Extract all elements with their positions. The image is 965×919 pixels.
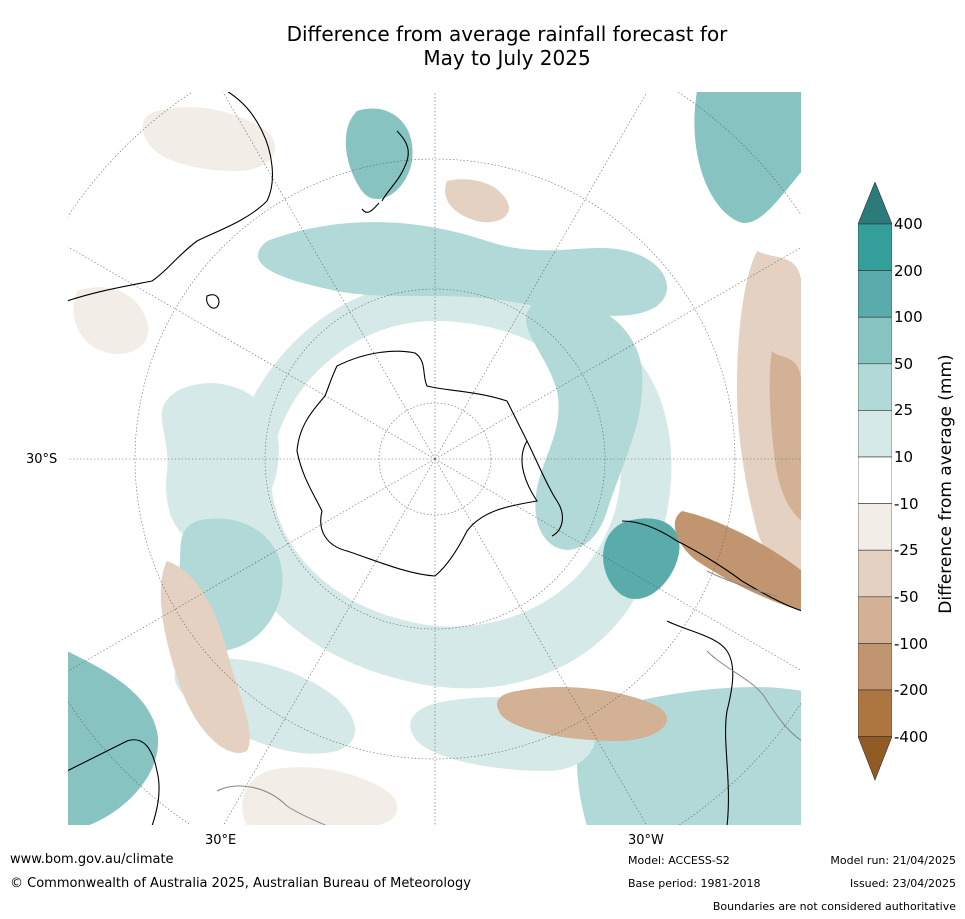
rainfall-map [67, 91, 802, 826]
colorbar-tick: -100 [894, 635, 929, 653]
coastlines [67, 91, 802, 826]
anomaly-fields [67, 91, 802, 826]
dry-northwest [142, 107, 276, 171]
dry-west-patches [73, 287, 149, 355]
colorbar-band-50-100 [858, 316, 892, 365]
map-canvas [67, 91, 802, 826]
longitude-label-west: 30°W [628, 833, 664, 848]
colorbar-tick: -50 [894, 588, 919, 606]
colorbar-band-100-200 [858, 270, 892, 318]
colorbar-cap-bottom [858, 736, 892, 781]
latitude-label: 30°S [26, 452, 58, 467]
colorbar-band-m25-m10 [858, 503, 892, 551]
colorbar-tick: 50 [894, 355, 914, 373]
colorbar-band-m50-m25 [858, 549, 892, 598]
dry-southwest [160, 561, 250, 753]
graticule [67, 91, 802, 826]
longitude-label-east: 30°E [205, 833, 237, 848]
colorbar-band-m100-m50 [858, 596, 892, 644]
colorbar-tick: 100 [894, 308, 923, 326]
dry-north [445, 179, 509, 223]
title-line-1: Difference from average rainfall forecas… [286, 22, 728, 46]
colorbar-tick: 400 [894, 215, 923, 233]
wet-patch-east [526, 299, 643, 550]
colorbar-tick: -10 [894, 495, 919, 513]
antarctica-coast [296, 350, 538, 577]
boundaries-disclaimer: Boundaries are not considered authoritat… [712, 900, 956, 913]
boundaries [216, 570, 802, 826]
title-line-2: May to July 2025 [423, 46, 591, 70]
colorbar [858, 182, 892, 781]
dry-south-america [674, 511, 802, 611]
south-america-coast [621, 520, 802, 612]
wet-ring-inner [271, 321, 621, 627]
tasmania [206, 294, 220, 309]
model-run: Model run: 21/04/2025 [830, 854, 956, 867]
dry-east-band [737, 251, 802, 591]
wet-nz [345, 108, 413, 200]
antarctic-peninsula [526, 440, 563, 537]
map-title: Difference from average rainfall forecas… [0, 22, 965, 70]
colorbar-cap-top [858, 182, 892, 225]
base-period: Base period: 1981-2018 [628, 877, 761, 890]
colorbar-tick: -400 [894, 728, 929, 746]
australia-coast [67, 91, 273, 302]
wet-bottom-left [67, 651, 159, 826]
dry-bottom-centre [242, 767, 398, 826]
colorbar-band-m200-m100 [858, 643, 892, 691]
colorbar-band-200-400 [858, 223, 892, 271]
new-zealand-south [361, 202, 380, 213]
colorbar-band-25-50 [858, 363, 892, 411]
south-america-east [666, 620, 734, 826]
colorbar-band-neutral [858, 456, 892, 504]
new-zealand-north [381, 130, 409, 202]
colorbar-band-10-25 [858, 410, 892, 458]
copyright-text: © Commonwealth of Australia 2025, Austra… [10, 876, 471, 891]
issued-date: Issued: 23/04/2025 [849, 877, 956, 890]
colorbar-tick: -25 [894, 541, 919, 559]
model-info: Model: ACCESS-S2 [628, 854, 730, 867]
website-link[interactable]: www.bom.gov.au/climate [10, 852, 174, 867]
wet-band-north [257, 222, 667, 316]
africa-coast [67, 739, 160, 826]
wet-patch-west [161, 383, 279, 543]
colorbar-tick: -200 [894, 681, 929, 699]
colorbar-label: Difference from average (mm) [936, 354, 956, 614]
colorbar-tick: 200 [894, 262, 923, 280]
wet-top-right [694, 91, 802, 223]
wet-south-america [603, 518, 680, 600]
dry-east-core [769, 351, 802, 521]
colorbar-band-m400-m200 [858, 689, 892, 737]
colorbar-tick: 25 [894, 401, 914, 419]
colorbar-tick: 10 [894, 448, 914, 466]
